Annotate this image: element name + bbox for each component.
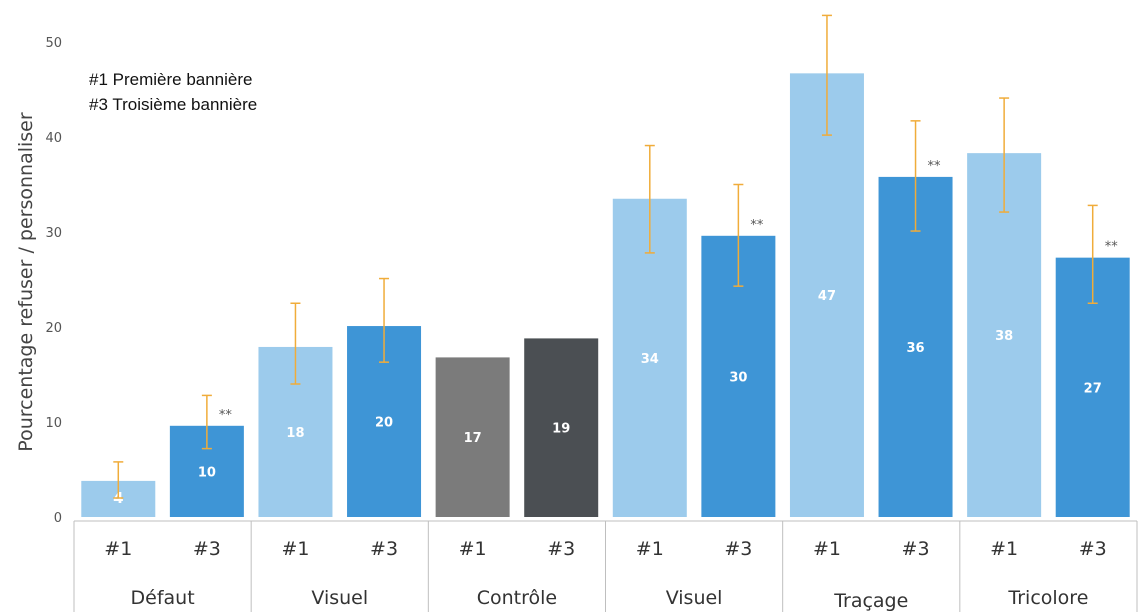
- bar-data-label: 36: [906, 341, 924, 356]
- y-tick-label: 10: [45, 416, 62, 431]
- x-tick-label: #1: [813, 538, 841, 560]
- group-label: Visuel: [666, 587, 723, 609]
- legend-note-third: #3 Troisième bannière: [89, 95, 257, 114]
- bar-data-label: 19: [552, 422, 570, 437]
- x-tick-label: #3: [902, 538, 930, 560]
- group-label: Visuel: [311, 587, 368, 609]
- bar: [524, 338, 599, 517]
- bar-data-label: 47: [818, 289, 836, 304]
- group-label: Tricolore: [1007, 587, 1088, 609]
- group-label: Défaut: [131, 587, 195, 609]
- legend-note-first: #1 Première bannière: [89, 70, 252, 89]
- x-tick-label: #1: [636, 538, 664, 560]
- significance-marker: **: [219, 408, 233, 423]
- significance-marker: **: [928, 159, 942, 174]
- bar-data-label: 30: [729, 370, 747, 385]
- y-tick-label: 0: [54, 511, 62, 526]
- bar-data-label: 20: [375, 416, 393, 431]
- bar: [789, 73, 864, 517]
- x-tick-label: #3: [370, 538, 398, 560]
- y-tick-label: 20: [45, 321, 62, 336]
- y-tick-label: 40: [45, 131, 62, 146]
- bar: [435, 357, 510, 517]
- bar-data-label: 10: [198, 465, 216, 480]
- significance-marker: **: [750, 218, 764, 233]
- y-axis-label: Pourcentage refuser / personnaliser: [15, 112, 37, 452]
- x-tick-label: #1: [459, 538, 487, 560]
- x-tick-label: #3: [547, 538, 575, 560]
- x-tick-label: #3: [193, 538, 221, 560]
- bar-data-label: 38: [995, 329, 1013, 344]
- y-tick-label: 50: [45, 36, 62, 51]
- bar: [878, 176, 953, 517]
- bar-data-label: 27: [1084, 381, 1102, 396]
- bar-data-label: 34: [641, 352, 659, 367]
- significance-marker: **: [1105, 240, 1119, 255]
- group-label: Contrôle: [477, 587, 557, 609]
- x-tick-label: #3: [724, 538, 752, 560]
- group-label: Traçage: [833, 590, 908, 612]
- x-tick-label: #1: [281, 538, 309, 560]
- bar-data-label: 18: [286, 426, 304, 441]
- x-tick-label: #1: [990, 538, 1018, 560]
- bar: [967, 153, 1042, 517]
- x-tick-label: #3: [1079, 538, 1107, 560]
- y-tick-label: 30: [45, 226, 62, 241]
- x-tick-label: #1: [104, 538, 132, 560]
- bar-data-label: 17: [464, 431, 482, 446]
